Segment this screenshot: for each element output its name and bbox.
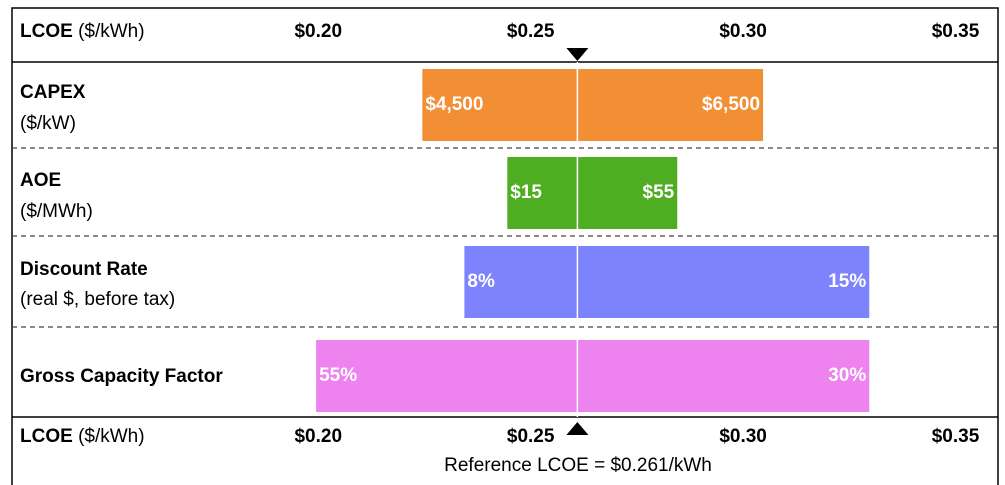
x-tick-label: $0.25 <box>507 21 555 42</box>
bar-right <box>577 157 678 229</box>
bar-label: 15% <box>828 271 866 292</box>
category-unit: ($/kW) <box>20 113 76 134</box>
x-tick-label: $0.30 <box>719 426 767 447</box>
category-label: AOE <box>20 170 61 191</box>
bar-right <box>577 69 764 141</box>
bar-left <box>316 340 578 412</box>
axis-label-name: LCOE <box>20 21 73 42</box>
bar-left <box>422 69 578 141</box>
category-unit: (real $, before tax) <box>20 289 175 310</box>
category-label: Discount Rate <box>20 259 148 280</box>
x-tick-label: $0.30 <box>719 21 767 42</box>
bar-label: $15 <box>510 182 542 203</box>
bar-label: 55% <box>319 365 357 386</box>
axis-label-unit: ($/kWh) <box>78 426 145 447</box>
bar-left <box>464 246 578 318</box>
category-label: CAPEX <box>20 82 86 103</box>
bar-label: 8% <box>467 271 495 292</box>
reference-marker <box>566 422 589 435</box>
bar-label: 30% <box>828 365 866 386</box>
reference-marker <box>566 48 589 61</box>
bar-label: $55 <box>643 182 675 203</box>
frame <box>11 7 999 485</box>
bar-right <box>577 246 870 318</box>
x-tick-label: $0.20 <box>294 426 342 447</box>
bar-right <box>577 340 870 412</box>
row-dividers <box>12 147 998 328</box>
category-label: Gross Capacity Factor <box>20 366 223 387</box>
axis-label: LCOE ($/kWh) <box>20 21 145 42</box>
axis-label: LCOE ($/kWh) <box>20 426 145 447</box>
x-tick-label: $0.20 <box>294 21 342 42</box>
category-unit: ($/MWh) <box>20 201 93 222</box>
bar-label: $4,500 <box>425 94 483 115</box>
axis-label-name: LCOE <box>20 426 73 447</box>
bar-left <box>507 157 578 229</box>
x-tick-label: $0.35 <box>932 426 980 447</box>
reference-label: Reference LCOE = $0.261/kWh <box>444 455 712 476</box>
x-tick-label: $0.25 <box>507 426 555 447</box>
bar-label: $6,500 <box>702 94 760 115</box>
axis-label-unit: ($/kWh) <box>78 21 145 42</box>
x-tick-label: $0.35 <box>932 21 980 42</box>
